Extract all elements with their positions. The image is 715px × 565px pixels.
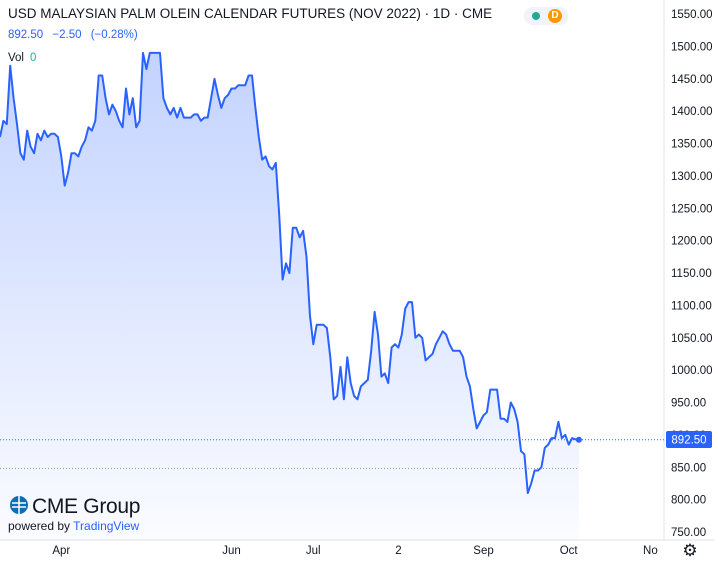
- series-line[interactable]: [0, 51, 579, 495]
- chart-title: USD MALAYSIAN PALM OLEIN CALENDAR FUTURE…: [8, 6, 493, 21]
- cme-logo[interactable]: CME Group: [8, 494, 140, 519]
- volume-value: 0: [30, 52, 37, 64]
- y-tick-label: 1550.00: [671, 9, 713, 21]
- y-tick-label: 1500.00: [671, 41, 713, 53]
- time-axis[interactable]: Apr Jun Jul 2 Sep Oct No: [52, 545, 657, 557]
- chart-header: USD MALAYSIAN PALM OLEIN CALENDAR FUTURE…: [8, 6, 492, 21]
- last-point-marker: [575, 436, 582, 443]
- gear-icon[interactable]: ⚙: [682, 541, 698, 560]
- powered-by-label: powered by: [8, 519, 71, 533]
- y-tick-label: 1400.00: [671, 106, 713, 118]
- volume-legend[interactable]: Vol 0: [8, 52, 36, 64]
- x-tick-label: Jun: [222, 545, 241, 557]
- cme-logo-text: CME Group: [32, 495, 141, 518]
- y-tick-label: 1450.00: [671, 74, 713, 86]
- x-tick-label: Jul: [306, 545, 321, 557]
- market-open-icon: [532, 12, 540, 20]
- x-tick-label: Apr: [52, 545, 70, 557]
- price-change-percent: (−0.28%): [90, 29, 138, 41]
- market-status[interactable]: D: [524, 7, 568, 25]
- plot-area: [0, 51, 582, 540]
- last-price-label: 892.50: [666, 431, 712, 448]
- last-price-text: 892.50: [671, 435, 706, 447]
- price-change: −2.50: [52, 29, 82, 41]
- y-tick-label: 1350.00: [671, 139, 713, 151]
- x-tick-label: Sep: [473, 545, 493, 557]
- quote-line: 892.50 −2.50 (−0.28%): [8, 29, 144, 41]
- y-tick-label: 1000.00: [671, 365, 713, 377]
- y-tick-label: 800.00: [671, 495, 706, 507]
- y-tick-label: 950.00: [671, 398, 706, 410]
- powered-by[interactable]: powered by TradingView: [8, 519, 139, 533]
- y-tick-label: 750.00: [671, 527, 706, 539]
- y-tick-label: 850.00: [671, 462, 706, 474]
- y-tick-label: 1150.00: [671, 268, 712, 280]
- tradingview-link[interactable]: TradingView: [73, 519, 140, 533]
- cme-globe-icon: [10, 496, 28, 514]
- series-area-fill: [0, 52, 579, 540]
- y-tick-label: 1250.00: [671, 203, 713, 215]
- y-tick-label: 1050.00: [671, 333, 713, 345]
- delayed-data-icon: D: [548, 9, 562, 23]
- price-axis[interactable]: 750.00800.00850.00900.00950.001000.00105…: [671, 9, 713, 539]
- y-tick-label: 1100.00: [671, 300, 712, 312]
- x-tick-label: Oct: [560, 545, 579, 557]
- volume-label: Vol: [8, 52, 24, 64]
- x-tick-label: 2: [395, 545, 401, 557]
- x-tick-label: No: [643, 545, 658, 557]
- y-tick-label: 1300.00: [671, 171, 713, 183]
- last-price-badge: [666, 431, 712, 448]
- last-price: 892.50: [8, 29, 44, 41]
- y-tick-label: 1200.00: [671, 236, 713, 248]
